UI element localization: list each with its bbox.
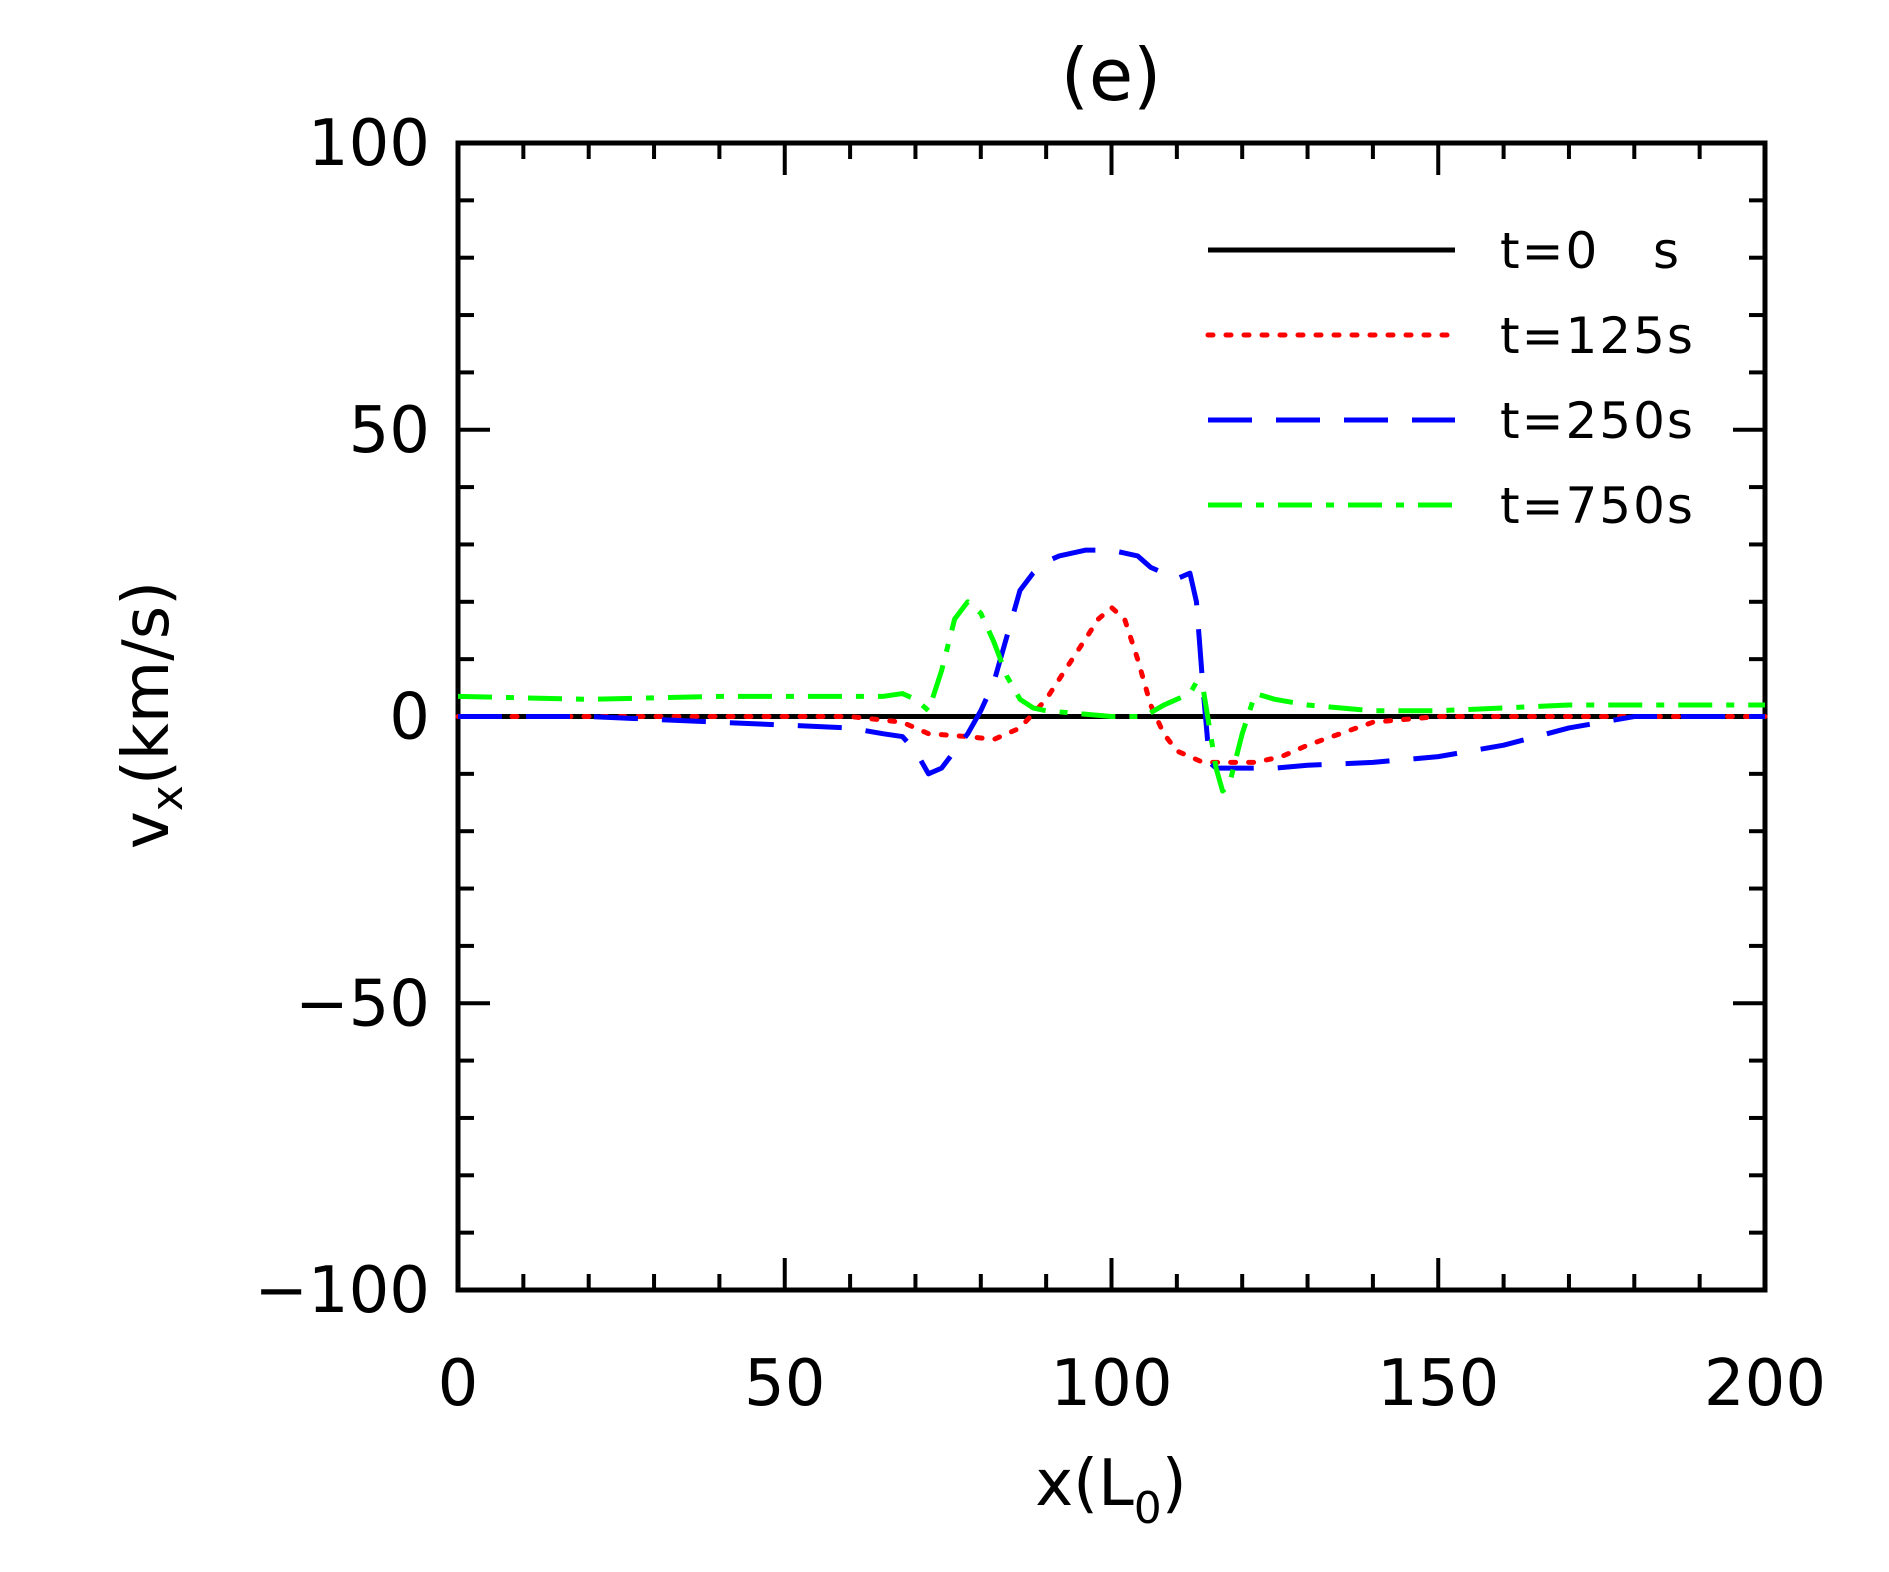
y-tick-label: −100 (254, 1254, 430, 1328)
y-tick-labels: 100 50 0 −50 −100 (254, 107, 430, 1328)
legend-label: t=750s (1500, 477, 1695, 535)
legend-label: t=125s (1500, 307, 1695, 365)
x-axis-label: x(L0) (1035, 1447, 1186, 1534)
x-tick-label: 0 (438, 1347, 479, 1421)
x-tick-labels: 0 50 100 150 200 (438, 1347, 1826, 1421)
y-tick-label: 50 (349, 394, 430, 468)
y-axis-label-sub: x (142, 785, 193, 811)
legend-label: t=250s (1500, 392, 1695, 450)
y-axis-label: vx(km/s) (110, 581, 193, 849)
series-line-t250s (458, 547, 1765, 777)
series-layer (455, 547, 1768, 794)
major-ticks (456, 141, 1767, 1292)
x-axis-label-sub: 0 (1134, 1483, 1162, 1534)
x-axis-label-end: ) (1162, 1447, 1187, 1521)
legend: t=0 s t=125s t=250s t=750s (1205, 222, 1695, 535)
y-tick-label: 100 (308, 107, 430, 181)
x-tick-label: 50 (744, 1347, 825, 1421)
y-tick-label: 0 (389, 681, 430, 755)
minor-ticks (458, 143, 1765, 1290)
x-axis-label-main: x(L (1035, 1447, 1134, 1521)
plot-area (455, 140, 1768, 1293)
series-line-t125s (455, 605, 1768, 765)
y-axis-label-main: v (110, 811, 184, 849)
series-line-t750s (457, 599, 1765, 794)
legend-label: t=0 s (1500, 222, 1681, 280)
chart-title: (e) (1061, 33, 1161, 117)
x-tick-label: 100 (1050, 1347, 1172, 1421)
y-tick-label: −50 (295, 967, 430, 1041)
y-axis-label-end: (km/s) (110, 581, 184, 785)
x-tick-label: 200 (1704, 1347, 1826, 1421)
x-tick-label: 150 (1377, 1347, 1499, 1421)
